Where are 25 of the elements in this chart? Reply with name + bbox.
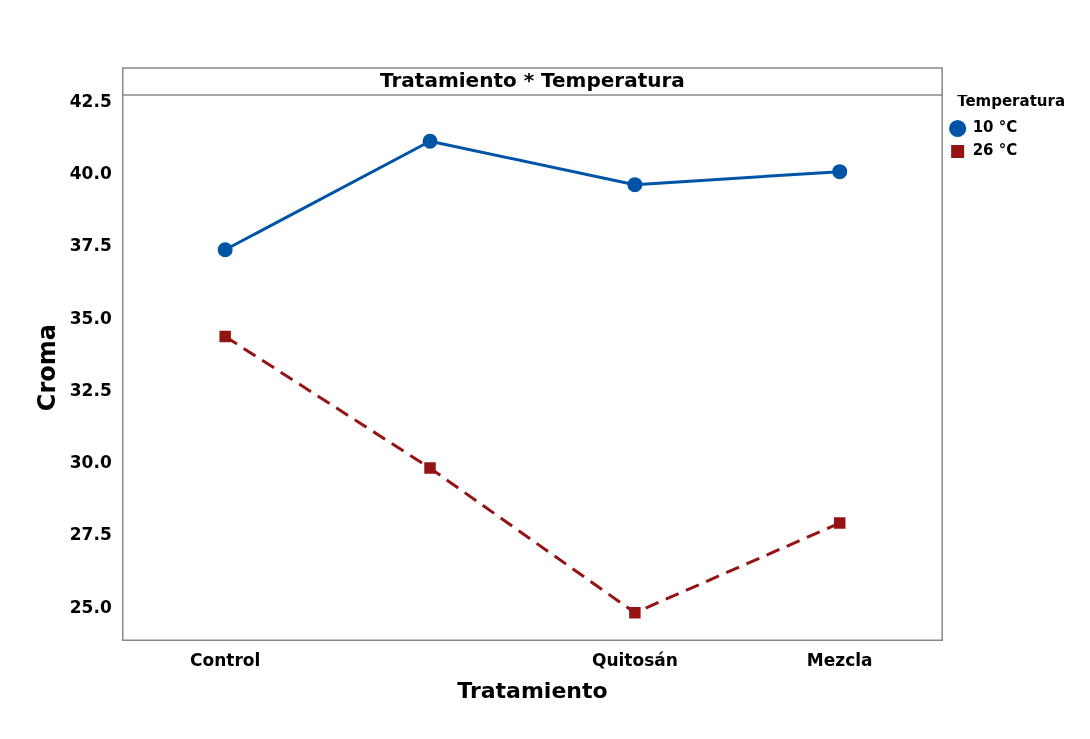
legend-title: Temperatura bbox=[957, 92, 1065, 111]
y-axis-title: Croma bbox=[32, 324, 61, 412]
x-axis-title: Tratamiento bbox=[457, 677, 608, 703]
y-tick-label: 37.5 bbox=[69, 235, 112, 256]
y-tick-label: 25.0 bbox=[69, 596, 112, 617]
x-tick-label: Quitosán bbox=[591, 649, 678, 670]
x-tick-label: Control bbox=[190, 649, 261, 670]
point bbox=[627, 177, 643, 193]
y-tick-label: 40.0 bbox=[69, 162, 112, 183]
y-tick-label: 32.5 bbox=[69, 379, 112, 400]
point bbox=[217, 242, 233, 258]
point bbox=[833, 517, 846, 529]
y-tick-label: 35.0 bbox=[69, 307, 112, 328]
chart-title: Tratamiento * Temperatura bbox=[380, 68, 685, 93]
x-tick-label: Mezcla bbox=[806, 649, 873, 670]
point bbox=[422, 133, 438, 149]
point bbox=[424, 462, 436, 474]
y-tick-label: 27.5 bbox=[69, 524, 112, 545]
y-tick-label: 42.5 bbox=[69, 90, 112, 111]
point bbox=[629, 606, 641, 619]
legend-label: 10 °C bbox=[972, 118, 1018, 137]
point bbox=[832, 164, 848, 180]
point bbox=[219, 330, 231, 343]
legend-label: 26 °C bbox=[972, 141, 1018, 160]
y-tick-label: 30.0 bbox=[69, 452, 112, 473]
